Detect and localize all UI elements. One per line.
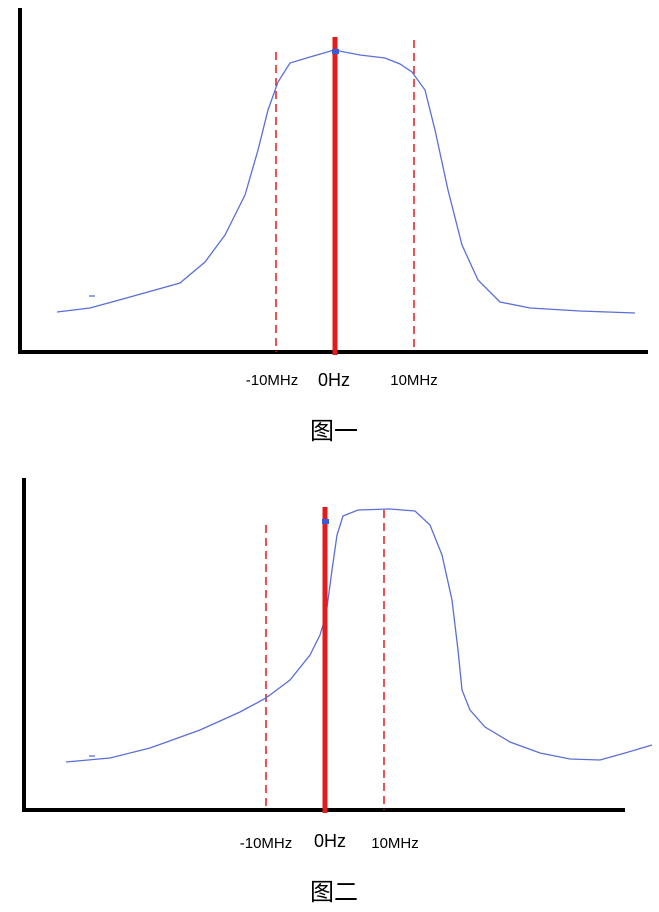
left-label: -10MHz — [246, 372, 299, 389]
left-label: -10MHz — [240, 835, 293, 852]
axes — [18, 8, 648, 354]
axes — [22, 478, 625, 812]
peak-marker — [322, 519, 329, 524]
peak-marker — [332, 49, 339, 54]
center-label: 0Hz — [314, 831, 346, 851]
center-label: 0Hz — [318, 370, 350, 390]
right-label: 10MHz — [371, 835, 419, 852]
caption: 图一 — [310, 417, 358, 445]
figure-2: -10MHz 0Hz 10MHz 图二 — [22, 478, 653, 906]
spectrum-curve — [56, 49, 636, 314]
caption: 图二 — [310, 878, 358, 906]
spectrum-curve — [65, 508, 653, 763]
right-label: 10MHz — [390, 372, 438, 389]
figure-1: -10MHz 0Hz 10MHz 图一 — [18, 8, 648, 445]
